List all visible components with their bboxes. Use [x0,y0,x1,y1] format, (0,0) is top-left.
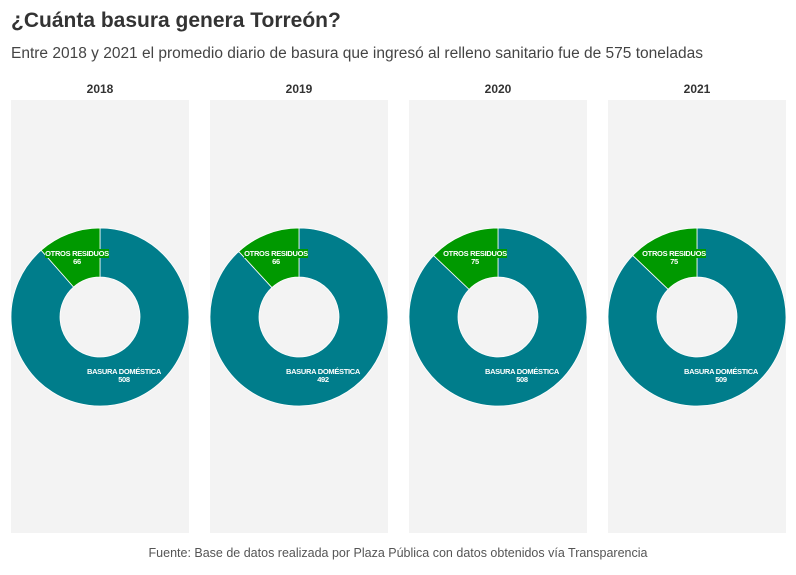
value-basura-domestica: 492 [317,375,329,384]
value-basura-domestica: 509 [715,375,727,384]
slice-basura-domestica [10,227,190,407]
label-basura-domestica: BASURA DOMÉSTICA [87,367,162,376]
label-otros-residuos: OTROS RESIDUOS [443,249,507,258]
label-background [642,249,706,258]
slice-basura-domestica [408,227,588,407]
label-basura-domestica: BASURA DOMÉSTICA [286,367,361,376]
label-basura-domestica: BASURA DOMÉSTICA [485,367,560,376]
label-basura-domestica: BASURA DOMÉSTICA [684,367,759,376]
slice-basura-domestica [209,227,389,407]
slice-otros-residuos [433,227,499,290]
value-basura-domestica: 508 [516,375,528,384]
value-otros-residuos: 75 [670,257,678,266]
label-background [45,249,109,258]
source-note: Fuente: Base de datos realizada por Plaz… [148,546,648,560]
panel-title-2019: 2019 [285,82,313,96]
panel-title-2021: 2021 [683,82,711,96]
slice-basura-domestica [607,227,787,407]
label-background [244,249,308,258]
chart-title: ¿Cuánta basura genera Torreón? [11,9,341,32]
value-otros-residuos: 66 [272,257,280,266]
value-otros-residuos: 66 [73,257,81,266]
slice-otros-residuos [632,227,698,290]
label-otros-residuos: OTROS RESIDUOS [642,249,706,258]
label-background [443,249,507,258]
value-otros-residuos: 75 [471,257,479,266]
chart-subtitle: Entre 2018 y 2021 el promedio diario de … [11,45,703,62]
label-otros-residuos: OTROS RESIDUOS [45,249,109,258]
value-basura-domestica: 508 [118,375,130,384]
label-otros-residuos: OTROS RESIDUOS [244,249,308,258]
panel-title-2020: 2020 [484,82,512,96]
panel-title-2018: 2018 [86,82,114,96]
